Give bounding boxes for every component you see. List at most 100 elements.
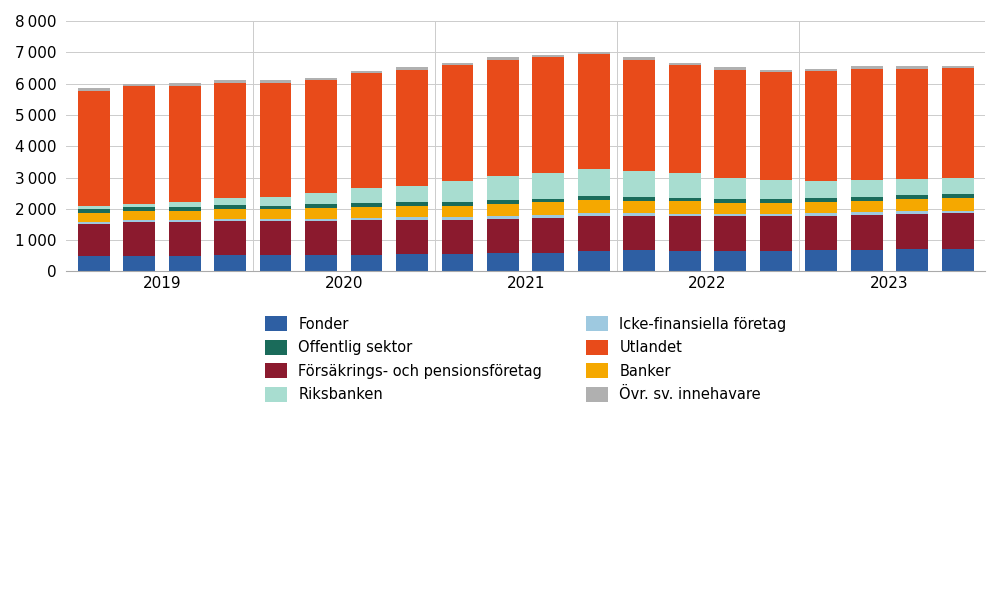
Bar: [351, 218, 382, 220]
Bar: [260, 219, 291, 221]
Bar: [805, 199, 837, 202]
Bar: [169, 86, 201, 202]
Bar: [169, 255, 201, 271]
Bar: [851, 215, 883, 249]
Bar: [896, 69, 928, 179]
Bar: [305, 221, 337, 255]
Bar: [305, 208, 337, 219]
Bar: [760, 180, 792, 199]
Bar: [169, 219, 201, 222]
Bar: [669, 213, 701, 216]
Bar: [169, 211, 201, 219]
Bar: [851, 249, 883, 271]
Bar: [78, 206, 110, 209]
Bar: [396, 68, 428, 70]
Bar: [351, 74, 382, 188]
Bar: [714, 68, 746, 70]
Bar: [760, 216, 792, 251]
Bar: [123, 84, 155, 86]
Bar: [942, 68, 974, 178]
Bar: [260, 83, 291, 197]
Bar: [78, 213, 110, 222]
Bar: [714, 178, 746, 199]
Bar: [760, 199, 792, 203]
Bar: [578, 213, 610, 216]
Bar: [169, 202, 201, 208]
Bar: [396, 185, 428, 203]
Bar: [760, 251, 792, 271]
Bar: [851, 200, 883, 212]
Bar: [487, 254, 519, 271]
Bar: [487, 200, 519, 204]
Bar: [442, 206, 473, 217]
Bar: [396, 203, 428, 206]
Bar: [942, 198, 974, 210]
Bar: [351, 71, 382, 74]
Bar: [396, 206, 428, 218]
Bar: [78, 257, 110, 271]
Bar: [78, 224, 110, 257]
Bar: [942, 66, 974, 68]
Bar: [214, 205, 246, 209]
Bar: [532, 173, 564, 199]
Bar: [396, 218, 428, 220]
Bar: [669, 173, 701, 197]
Bar: [896, 199, 928, 211]
Legend: Fonder, Offentlig sektor, Försäkrings- och pensionsföretag, Riksbanken, Icke-fin: Fonder, Offentlig sektor, Försäkrings- o…: [265, 316, 787, 402]
Bar: [305, 219, 337, 221]
Bar: [669, 63, 701, 65]
Bar: [214, 221, 246, 255]
Bar: [442, 254, 473, 271]
Bar: [260, 197, 291, 206]
Bar: [578, 251, 610, 271]
Bar: [123, 211, 155, 219]
Bar: [487, 216, 519, 219]
Bar: [851, 69, 883, 180]
Bar: [669, 65, 701, 173]
Bar: [260, 80, 291, 83]
Bar: [123, 207, 155, 211]
Bar: [442, 217, 473, 219]
Bar: [623, 213, 655, 216]
Bar: [78, 209, 110, 213]
Bar: [214, 80, 246, 83]
Bar: [78, 222, 110, 224]
Bar: [351, 207, 382, 218]
Bar: [896, 211, 928, 214]
Bar: [714, 203, 746, 214]
Bar: [623, 200, 655, 213]
Bar: [351, 188, 382, 203]
Bar: [669, 216, 701, 251]
Bar: [760, 72, 792, 180]
Bar: [532, 203, 564, 215]
Bar: [532, 218, 564, 253]
Bar: [714, 199, 746, 203]
Bar: [805, 202, 837, 213]
Bar: [532, 54, 564, 57]
Bar: [442, 181, 473, 202]
Bar: [896, 179, 928, 196]
Bar: [578, 169, 610, 196]
Bar: [305, 255, 337, 271]
Bar: [305, 78, 337, 80]
Bar: [942, 213, 974, 249]
Bar: [896, 196, 928, 199]
Bar: [578, 52, 610, 54]
Bar: [714, 70, 746, 178]
Bar: [442, 65, 473, 181]
Bar: [805, 250, 837, 271]
Bar: [942, 249, 974, 271]
Bar: [532, 253, 564, 271]
Bar: [78, 90, 110, 206]
Bar: [714, 216, 746, 251]
Bar: [851, 66, 883, 69]
Bar: [532, 215, 564, 218]
Bar: [623, 216, 655, 250]
Bar: [805, 71, 837, 181]
Bar: [623, 250, 655, 271]
Bar: [351, 220, 382, 255]
Bar: [714, 251, 746, 271]
Bar: [487, 60, 519, 176]
Bar: [896, 66, 928, 69]
Bar: [123, 222, 155, 255]
